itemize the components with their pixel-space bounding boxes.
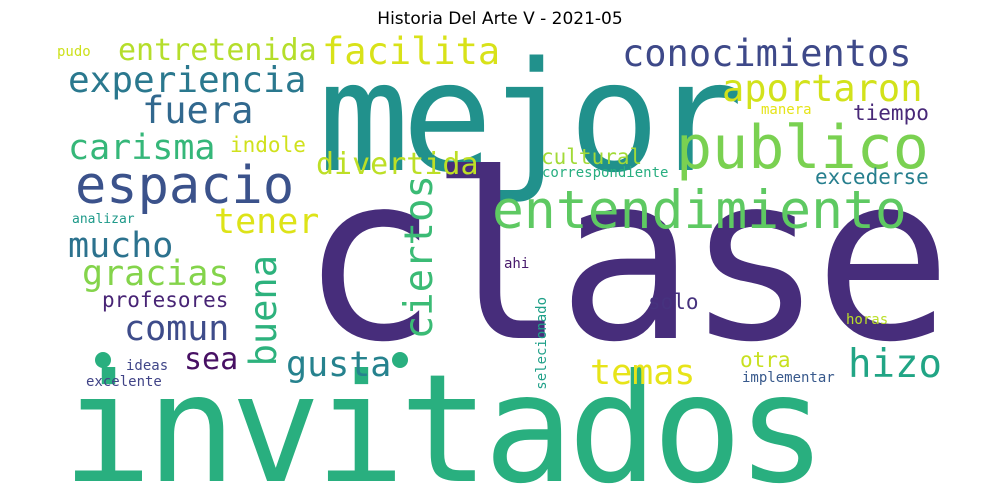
- word-ahi: ahi: [504, 256, 530, 272]
- word-fuera: fuera: [142, 89, 254, 132]
- word-sea: sea: [184, 342, 239, 377]
- word-cultural: cultural: [541, 145, 643, 169]
- word-manera: manera: [761, 102, 812, 118]
- word-temas: temas: [590, 353, 696, 393]
- word-tener: tener: [214, 202, 320, 242]
- word-analizar: analizar: [72, 212, 135, 227]
- word-hizo: hizo: [848, 342, 942, 387]
- word-clase: clase: [300, 126, 952, 393]
- word-espacio: espacio: [75, 156, 295, 216]
- word-gracias: gracias: [82, 254, 230, 294]
- chart-title: Historia Del Arte V - 2021-05: [377, 9, 623, 29]
- word-selecionado: selecionado: [534, 297, 550, 390]
- word-entendimiento: entendimiento: [492, 180, 907, 241]
- word-indole: indole: [230, 133, 306, 157]
- word-mucho: mucho: [68, 226, 174, 266]
- word-pudo: pudo: [57, 44, 91, 60]
- word-publico: publico: [676, 113, 929, 183]
- dot-left: [95, 352, 111, 368]
- word-invitados: invitados: [62, 343, 827, 500]
- word-comun: comun: [124, 309, 230, 349]
- word-entretenida: entretenida: [118, 33, 317, 68]
- word-ideas: ideas: [126, 358, 169, 374]
- word-profesores: profesores: [102, 288, 229, 312]
- word-tiempo: tiempo: [853, 101, 929, 125]
- word-conocimientos: conocimientos: [622, 32, 912, 75]
- word-otra: otra: [740, 348, 791, 372]
- word-experiencia: experiencia: [68, 60, 307, 101]
- word-excederse: excederse: [815, 165, 929, 189]
- word-ciertos: ciertos: [397, 175, 442, 340]
- word-solo: solo: [648, 290, 699, 314]
- dot-right: [392, 352, 408, 368]
- word-facilita: facilita: [322, 30, 501, 73]
- word-horas: horas: [846, 312, 889, 328]
- word-gusta: gusta: [286, 345, 392, 385]
- word-buena: buena: [242, 255, 285, 367]
- word-carisma: carisma: [68, 128, 216, 168]
- word-correspondiente: correspondiente: [542, 165, 669, 181]
- word-mejor: mejor: [318, 29, 744, 206]
- word-aportaron: aportaron: [722, 67, 923, 110]
- word-excelente: excelente: [86, 374, 162, 390]
- word-implementar: implementar: [742, 370, 835, 386]
- word-divertida: divertida: [316, 147, 479, 182]
